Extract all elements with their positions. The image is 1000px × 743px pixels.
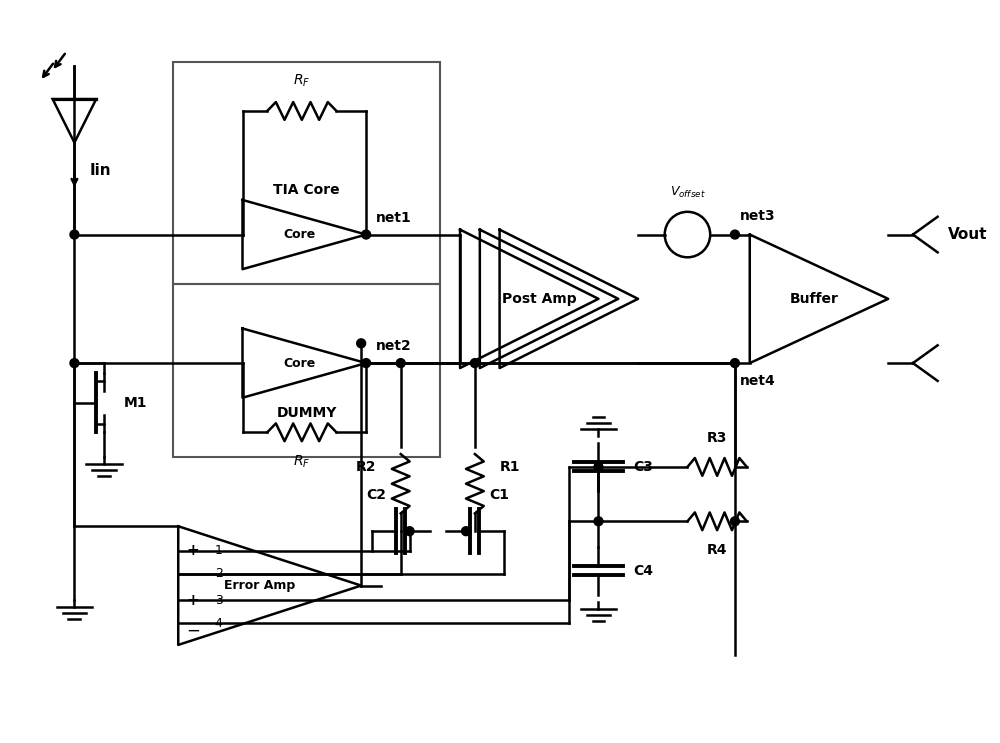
- Text: TIA Core: TIA Core: [273, 183, 340, 197]
- Bar: [173, 284, 440, 457]
- Text: R4: R4: [707, 543, 727, 557]
- Text: $R_F$: $R_F$: [293, 454, 311, 470]
- Circle shape: [362, 359, 371, 368]
- Text: R2: R2: [355, 460, 376, 474]
- Text: $V_{offset}$: $V_{offset}$: [670, 185, 705, 200]
- Text: Core: Core: [283, 228, 315, 241]
- Text: Iin: Iin: [89, 163, 111, 178]
- Text: Post Amp: Post Amp: [502, 292, 576, 306]
- Text: net2: net2: [376, 340, 412, 353]
- Circle shape: [594, 462, 603, 471]
- Text: 1: 1: [215, 545, 223, 557]
- Circle shape: [470, 359, 479, 368]
- Text: Buffer: Buffer: [790, 292, 838, 306]
- Text: Vout: Vout: [948, 227, 987, 242]
- Text: 3: 3: [215, 594, 223, 607]
- Circle shape: [730, 517, 739, 526]
- Text: R1: R1: [500, 460, 520, 474]
- Text: $R_F$: $R_F$: [293, 73, 311, 89]
- Text: net4: net4: [740, 374, 776, 388]
- Text: 4: 4: [215, 617, 223, 629]
- Text: Core: Core: [283, 357, 315, 369]
- Circle shape: [396, 359, 405, 368]
- Text: R3: R3: [707, 431, 727, 445]
- Text: Error Amp: Error Amp: [224, 579, 295, 592]
- Text: C4: C4: [633, 564, 653, 578]
- Circle shape: [730, 230, 739, 239]
- Circle shape: [730, 359, 739, 368]
- Text: C3: C3: [633, 460, 653, 474]
- Circle shape: [594, 517, 603, 526]
- Text: net1: net1: [376, 211, 412, 224]
- Circle shape: [405, 527, 414, 536]
- Circle shape: [70, 359, 79, 368]
- Circle shape: [357, 339, 366, 348]
- Text: 2: 2: [215, 567, 223, 580]
- Text: C2: C2: [366, 487, 386, 502]
- Text: $-$: $-$: [186, 621, 200, 639]
- Bar: [173, 62, 440, 284]
- Circle shape: [462, 527, 470, 536]
- Circle shape: [362, 230, 371, 239]
- Text: C1: C1: [490, 487, 510, 502]
- Text: net3: net3: [740, 209, 775, 223]
- Text: M1: M1: [124, 395, 147, 409]
- Circle shape: [70, 230, 79, 239]
- Text: DUMMY: DUMMY: [277, 406, 337, 420]
- Text: +: +: [187, 593, 199, 608]
- Text: +: +: [187, 543, 199, 559]
